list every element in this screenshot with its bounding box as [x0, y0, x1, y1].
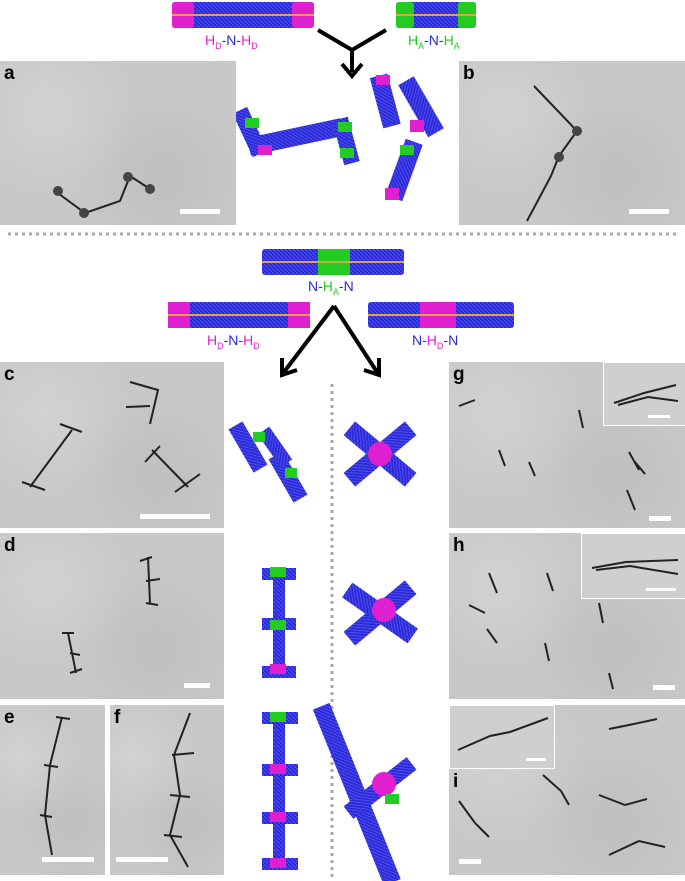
panel-label-c: c [4, 364, 15, 385]
scale-bar [116, 857, 168, 862]
label-hd-n-hd-middle: HD-N-HD [207, 332, 260, 351]
panel-label-f: f [114, 707, 121, 728]
schematic-i-rod-cross [312, 702, 417, 881]
rod-n-hd-n [368, 302, 514, 328]
inset-i [449, 705, 555, 769]
label-n-hd-n: N-HD-N [412, 332, 459, 351]
panel-label-b: b [463, 63, 475, 84]
panel-b: b [459, 61, 685, 225]
panel-label-h: h [453, 535, 465, 556]
panel-i: i [449, 705, 685, 875]
scale-bar [459, 859, 481, 864]
rod-n-ha-n [262, 249, 404, 275]
panel-h: h [449, 533, 685, 699]
label-ha-n-ha-top: HA-N-HA [408, 32, 460, 51]
schematic-h-cross [342, 580, 418, 646]
scale-bar [180, 209, 220, 214]
inset-h [581, 533, 685, 599]
panel-label-d: d [4, 535, 16, 556]
merge-arrow-top [316, 28, 388, 80]
panel-g: g [449, 362, 685, 528]
label-hd-n-hd-top: HD-N-HD [205, 32, 258, 51]
panel-c: c [0, 362, 224, 528]
schematic-c-dimer [228, 421, 308, 503]
panel-e: e [0, 705, 105, 875]
schematic-zigzag-chain [232, 106, 360, 166]
panel-f: f [110, 705, 224, 875]
panel-a: a [0, 61, 236, 225]
panel-d: d [0, 533, 224, 699]
schematic-branched-chain [369, 73, 444, 202]
inset-scale-bar [646, 588, 676, 591]
rod-hd-n-hd-middle [168, 302, 310, 328]
schematic-g-cross [343, 421, 417, 487]
panel-label-e: e [4, 707, 15, 728]
panel-label-i: i [453, 771, 459, 792]
scale-bar [629, 209, 669, 214]
panel-label-a: a [4, 63, 15, 84]
schematic-ef-ladder [262, 712, 298, 870]
inset-g [603, 362, 685, 426]
scale-bar [184, 683, 210, 688]
scale-bar [653, 685, 675, 690]
scale-bar [140, 514, 210, 519]
label-n-ha-n: N-HA-N [308, 278, 354, 297]
split-arrows [280, 304, 381, 378]
rod-ha-n-ha-top [396, 2, 476, 28]
inset-scale-bar [648, 415, 670, 418]
scale-bar [649, 516, 671, 521]
inset-scale-bar [526, 758, 546, 761]
panel-label-g: g [453, 364, 465, 385]
schematic-d-ladder [262, 567, 296, 678]
rod-hd-n-hd-top [172, 2, 314, 28]
scale-bar [42, 857, 94, 862]
